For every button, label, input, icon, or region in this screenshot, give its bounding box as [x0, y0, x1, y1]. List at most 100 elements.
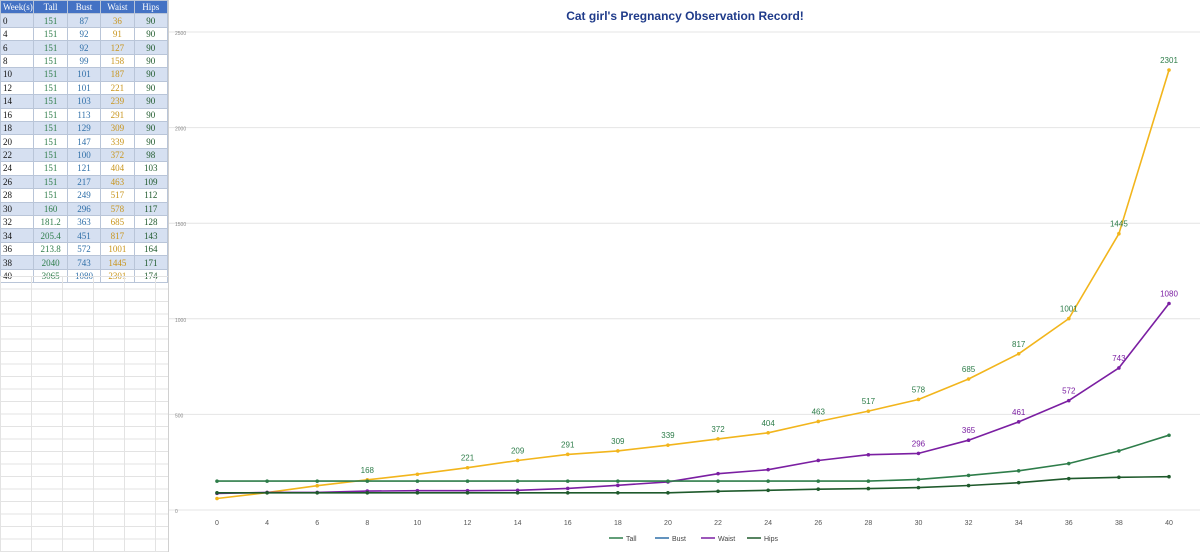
table-cell[interactable]: 151 — [33, 80, 68, 96]
table-cell[interactable]: 239 — [100, 94, 135, 109]
table-cell[interactable]: 112 — [133, 188, 169, 203]
table-cell[interactable]: 363 — [66, 214, 102, 230]
table-cell[interactable]: 101 — [66, 67, 102, 82]
table-cell[interactable]: 151 — [33, 53, 68, 69]
table-cell[interactable]: 90 — [133, 134, 169, 149]
table-cell[interactable]: 151 — [33, 174, 68, 190]
table-cell[interactable]: 151 — [33, 120, 68, 136]
table-cell[interactable]: 221 — [100, 80, 135, 96]
table-cell[interactable]: 129 — [66, 120, 102, 136]
table-cell[interactable]: 817 — [100, 228, 135, 243]
table-cell[interactable]: 205.4 — [33, 228, 68, 243]
table-cell[interactable]: 22 — [0, 147, 35, 163]
table-cell[interactable]: 171 — [133, 255, 169, 270]
table-row[interactable]: 38 2040 743 1445 171 — [0, 255, 169, 270]
table-cell[interactable]: 20 — [0, 134, 35, 149]
table-cell[interactable]: 100 — [66, 147, 102, 163]
table-cell[interactable]: 113 — [66, 107, 102, 122]
table-cell[interactable]: 103 — [133, 161, 169, 176]
table-row[interactable]: 22 151 100 372 98 — [0, 147, 169, 163]
table-cell[interactable]: 8 — [0, 53, 35, 69]
table-cell[interactable]: 572 — [66, 241, 102, 257]
table-cell[interactable]: 90 — [133, 53, 169, 69]
table-cell[interactable]: 151 — [33, 107, 68, 122]
table-cell[interactable]: 463 — [100, 174, 135, 190]
table-row[interactable]: 34 205.4 451 817 143 — [0, 228, 169, 243]
table-cell[interactable]: 164 — [133, 241, 169, 257]
table-row[interactable]: 14 151 103 239 90 — [0, 94, 169, 109]
table-cell[interactable]: 32 — [0, 214, 35, 230]
table-cell[interactable]: 121 — [66, 161, 102, 176]
table-cell[interactable]: 743 — [66, 255, 102, 270]
table-cell[interactable]: 451 — [66, 228, 102, 243]
table-cell[interactable]: 30 — [0, 201, 35, 217]
table-cell[interactable]: 38 — [0, 255, 35, 270]
table-cell[interactable]: 151 — [33, 134, 68, 149]
table-cell[interactable]: 99 — [66, 53, 102, 69]
table-cell[interactable]: 151 — [33, 147, 68, 163]
table-cell[interactable]: 578 — [100, 201, 135, 217]
table-cell[interactable]: 101 — [66, 80, 102, 96]
table-cell[interactable]: 90 — [133, 107, 169, 122]
table-row[interactable]: 32 181.2 363 685 128 — [0, 214, 169, 230]
table-cell[interactable]: 91 — [100, 26, 135, 42]
table-cell[interactable]: 2040 — [33, 255, 68, 270]
table-cell[interactable]: 16 — [0, 107, 35, 122]
table-cell[interactable]: 309 — [100, 120, 135, 136]
table-cell[interactable]: 103 — [66, 94, 102, 109]
table-cell[interactable]: 372 — [100, 147, 135, 163]
table-row[interactable]: 18 151 129 309 90 — [0, 120, 169, 136]
table-cell[interactable]: 127 — [100, 40, 135, 55]
table-cell[interactable]: 151 — [33, 94, 68, 109]
table-cell[interactable]: 14 — [0, 94, 35, 109]
table-cell[interactable]: 151 — [33, 13, 68, 28]
table-cell[interactable]: 151 — [33, 161, 68, 176]
table-cell[interactable]: 128 — [133, 214, 169, 230]
table-row[interactable]: 0 151 87 36 90 — [0, 13, 169, 28]
table-cell[interactable]: 87 — [66, 13, 102, 28]
table-cell[interactable]: 685 — [100, 214, 135, 230]
table-cell[interactable]: 151 — [33, 40, 68, 55]
table-cell[interactable]: 160 — [33, 201, 68, 217]
table-cell[interactable]: 249 — [66, 188, 102, 203]
table-cell[interactable]: 34 — [0, 228, 35, 243]
table-cell[interactable]: 117 — [133, 201, 169, 217]
table-cell[interactable]: 404 — [100, 161, 135, 176]
table-cell[interactable]: 151 — [33, 188, 68, 203]
table-cell[interactable]: 90 — [133, 120, 169, 136]
table-cell[interactable]: 1445 — [100, 255, 135, 270]
table-cell[interactable]: 36 — [0, 241, 35, 257]
table-row[interactable]: 8 151 99 158 90 — [0, 53, 169, 69]
table-cell[interactable]: 12 — [0, 80, 35, 96]
table-row[interactable]: 6 151 92 127 90 — [0, 40, 169, 55]
table-cell[interactable]: 6 — [0, 40, 35, 55]
table-cell[interactable]: 0 — [0, 13, 35, 28]
table-cell[interactable]: 147 — [66, 134, 102, 149]
table-row[interactable]: 4 151 92 91 90 — [0, 26, 169, 42]
table-cell[interactable]: 339 — [100, 134, 135, 149]
empty-spreadsheet-cells[interactable] — [0, 276, 168, 552]
table-cell[interactable]: 24 — [0, 161, 35, 176]
table-row[interactable]: 30 160 296 578 117 — [0, 201, 169, 217]
table-row[interactable]: 36 213.8 572 1001 164 — [0, 241, 169, 257]
table-cell[interactable]: 36 — [100, 13, 135, 28]
table-cell[interactable]: 217 — [66, 174, 102, 190]
table-cell[interactable]: 98 — [133, 147, 169, 163]
table-cell[interactable]: 181.2 — [33, 214, 68, 230]
table-cell[interactable]: 151 — [33, 26, 68, 42]
table-cell[interactable]: 4 — [0, 26, 35, 42]
table-cell[interactable]: 90 — [133, 67, 169, 82]
table-cell[interactable]: 1001 — [100, 241, 135, 257]
table-cell[interactable]: 90 — [133, 94, 169, 109]
table-cell[interactable]: 28 — [0, 188, 35, 203]
table-cell[interactable]: 10 — [0, 67, 35, 82]
table-cell[interactable]: 296 — [66, 201, 102, 217]
table-cell[interactable]: 187 — [100, 67, 135, 82]
table-cell[interactable]: 151 — [33, 67, 68, 82]
table-cell[interactable]: 26 — [0, 174, 35, 190]
table-row[interactable]: 28 151 249 517 112 — [0, 188, 169, 203]
table-cell[interactable]: 92 — [66, 40, 102, 55]
table-row[interactable]: 26 151 217 463 109 — [0, 174, 169, 190]
table-cell[interactable]: 90 — [133, 80, 169, 96]
table-cell[interactable]: 90 — [133, 40, 169, 55]
